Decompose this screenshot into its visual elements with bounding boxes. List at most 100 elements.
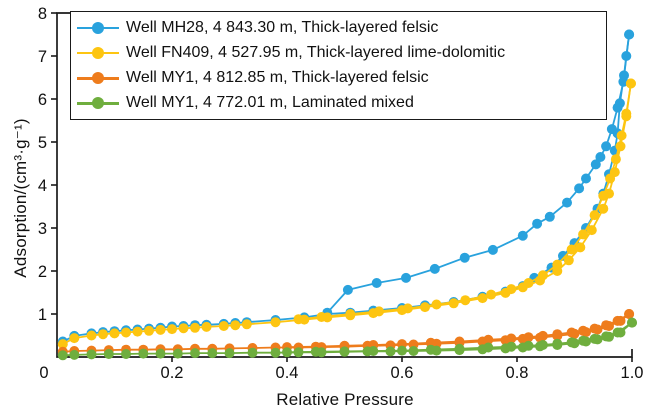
data-point-icon [339, 346, 350, 357]
data-point-icon [506, 333, 517, 344]
data-point-icon [431, 299, 442, 310]
data-point-icon [155, 348, 166, 359]
data-point-icon [420, 302, 430, 313]
data-point-icon [537, 330, 548, 341]
data-point-icon [172, 348, 183, 359]
data-point-icon [483, 342, 494, 353]
data-point-icon [523, 278, 534, 288]
legend: Well MH28, 4 843.30 m, Thick-layered fel… [70, 11, 607, 120]
data-point-icon [109, 328, 120, 339]
data-point-icon [586, 225, 597, 236]
data-point-icon [627, 317, 637, 328]
data-point-icon [155, 324, 166, 335]
line-dot-marker-icon [77, 46, 119, 59]
data-point-icon [563, 255, 574, 266]
data-point-icon [459, 252, 470, 263]
y-tick-label: 8 [38, 5, 47, 23]
data-point-icon [590, 159, 601, 170]
data-point-icon [241, 319, 252, 330]
data-point-icon [270, 347, 281, 358]
line-dot-marker-icon [77, 21, 119, 34]
data-point-icon [621, 108, 632, 119]
data-point-icon [598, 190, 609, 201]
data-point-icon [408, 346, 419, 356]
data-point-icon [552, 259, 563, 270]
legend-item-fn409: Well FN409, 4 527.95 m, Thick-layered li… [77, 40, 602, 65]
data-point-icon [178, 323, 189, 334]
legend-item-my1-4772: Well MY1, 4 772.01 m, Laminated mixed [77, 91, 602, 116]
data-point-icon [69, 349, 80, 360]
data-point-icon [483, 334, 494, 345]
data-point-icon [316, 312, 327, 322]
data-point-icon [595, 152, 606, 162]
data-point-icon [575, 242, 586, 253]
data-point-icon [454, 343, 465, 354]
data-point-icon [190, 322, 200, 333]
y-tick-label: 4 [38, 177, 47, 195]
data-point-icon [581, 173, 591, 184]
x-tick-label: 1.0 [621, 364, 644, 382]
data-point-icon [121, 327, 131, 338]
legend-item-label: Well MH28, 4 843.30 m, Thick-layered fel… [126, 18, 439, 36]
data-point-icon [401, 272, 411, 283]
data-point-icon [342, 284, 353, 295]
data-point-icon [618, 76, 629, 87]
legend-item-label: Well MY1, 4 812.85 m, Thick-layered fels… [126, 69, 429, 87]
data-point-icon [368, 346, 379, 356]
data-point-icon [167, 324, 177, 335]
data-point-icon [589, 333, 600, 344]
y-axis-title: Adsorption/(cm³·g⁻¹) [11, 118, 30, 278]
data-point-icon [371, 278, 382, 288]
data-point-icon [487, 244, 498, 255]
data-point-icon [270, 317, 281, 328]
data-point-icon [69, 333, 80, 344]
data-point-icon [610, 154, 621, 165]
data-point-icon [625, 78, 636, 89]
data-point-icon [612, 315, 623, 326]
data-point-icon [345, 309, 356, 319]
data-point-icon [523, 332, 534, 343]
data-point-icon [218, 321, 229, 331]
data-point-icon [552, 338, 563, 349]
data-point-icon [460, 295, 471, 306]
data-point-icon [537, 340, 548, 350]
x-tick-label: 0.6 [391, 364, 414, 382]
data-point-icon [57, 339, 68, 350]
origin-tick-label: 0 [39, 364, 48, 382]
data-point-icon [293, 347, 304, 358]
series-1 [57, 78, 636, 350]
data-point-icon [230, 320, 241, 331]
data-point-icon [282, 347, 292, 358]
data-point-icon [544, 211, 555, 222]
data-point-icon [598, 203, 609, 214]
y-tick-label: 5 [38, 134, 47, 152]
data-point-icon [517, 230, 528, 241]
data-point-icon [190, 348, 200, 359]
line-dot-marker-icon [77, 97, 119, 110]
data-point-icon [486, 289, 497, 300]
data-point-icon [86, 349, 97, 360]
legend-item-label: Well FN409, 4 527.95 m, Thick-layered li… [126, 43, 506, 61]
x-tick-label: 0.4 [276, 364, 299, 382]
data-point-icon [207, 348, 218, 359]
data-point-icon [506, 284, 517, 295]
data-point-icon [562, 197, 572, 208]
y-tick-label: 2 [38, 263, 47, 281]
y-tick-label: 6 [38, 91, 47, 109]
data-point-icon [605, 173, 616, 184]
data-point-icon [615, 141, 626, 152]
x-tick-label: 0.8 [506, 364, 529, 382]
data-point-icon [578, 325, 589, 336]
data-point-icon [574, 183, 585, 194]
data-point-icon [589, 210, 600, 221]
data-point-icon [552, 329, 563, 340]
data-point-icon [616, 130, 627, 141]
data-point-icon [429, 263, 440, 274]
series-1-adsorption-line [62, 83, 632, 345]
data-point-icon [425, 344, 436, 355]
data-point-icon [132, 326, 143, 337]
data-point-icon [201, 321, 212, 332]
series-3 [57, 317, 637, 361]
